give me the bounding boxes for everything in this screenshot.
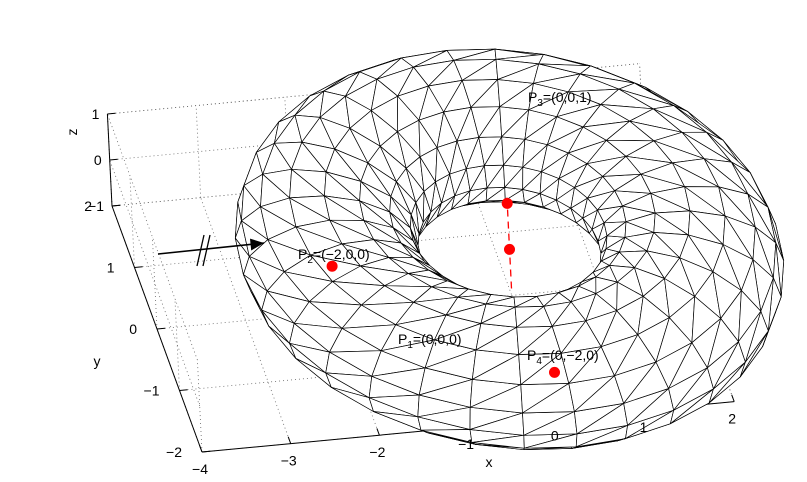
mesh-face: [707, 318, 739, 369]
torus-mesh: [234, 48, 785, 451]
x-tick-mark: [731, 394, 735, 402]
x-tick-label: −4: [192, 461, 208, 477]
y-tick-mark: [134, 266, 143, 268]
grid-line-side-y: [152, 236, 158, 330]
box-edge: [639, 63, 645, 156]
x-tick-label: 1: [640, 419, 648, 435]
z-tick-mark: [109, 158, 118, 161]
direction-arrow: [157, 234, 265, 267]
y-tick-label: −2: [166, 444, 182, 460]
y-tick-label: −1: [144, 383, 160, 399]
x-tick-label: 2: [728, 411, 736, 427]
x-tick-mark: [199, 445, 203, 453]
point-marker-p4: [549, 366, 560, 378]
grid-line-side-y: [129, 175, 135, 268]
grid-line-side-y: [174, 298, 180, 391]
arrow-break-mark: [202, 234, 211, 267]
x-tick-label: −2: [369, 444, 385, 460]
y-axis-label: y: [94, 353, 101, 369]
point-marker-p1: [504, 243, 515, 255]
grid-line-back-x: [284, 97, 290, 190]
grid-line-side-z: [109, 159, 201, 407]
point-marker-p2: [326, 260, 338, 272]
y-tick-mark: [179, 389, 188, 391]
y-tick-mark: [156, 327, 166, 330]
y-tick-label: 1: [107, 260, 115, 276]
x-axis-label: x: [486, 454, 493, 470]
y-tick-label: 0: [129, 321, 137, 337]
grid-line-back-x: [195, 105, 202, 198]
x-tick-label: −1: [458, 436, 474, 452]
dashed-axis-line: [506, 196, 513, 289]
x-tick-label: −3: [281, 453, 297, 469]
x-tick-mark: [287, 436, 292, 444]
point-label-p4: P4=(0,−2,0): [527, 347, 599, 367]
x-tick-mark: [376, 428, 380, 436]
grid-line-side-y: [197, 359, 203, 453]
mesh-face: [405, 167, 425, 203]
arrow-head: [250, 238, 264, 251]
z-tick-label: 1: [92, 106, 100, 122]
y-tick-label: 2: [84, 198, 92, 214]
x-tick-label: 0: [551, 427, 559, 443]
point-label-p3: P3=(0,0,1): [528, 89, 592, 109]
z-tick-mark: [111, 204, 121, 207]
point-marker-p3: [501, 197, 513, 209]
arrow-break-mark: [196, 234, 205, 267]
y-tick-mark: [201, 450, 211, 453]
z-tick-mark: [107, 112, 116, 115]
point-label-p1: P1=(0,0,0): [398, 331, 462, 351]
point-label-p2: P2=(−2,0,0): [298, 246, 370, 266]
z-tick-label: −1: [88, 198, 104, 214]
z-tick-label: 0: [94, 152, 102, 168]
rotation-axis: [506, 196, 513, 289]
mesh-face: [738, 310, 762, 363]
point-markers: [326, 197, 560, 378]
arrow-shaft: [157, 242, 265, 255]
z-axis-label: z: [64, 129, 80, 136]
